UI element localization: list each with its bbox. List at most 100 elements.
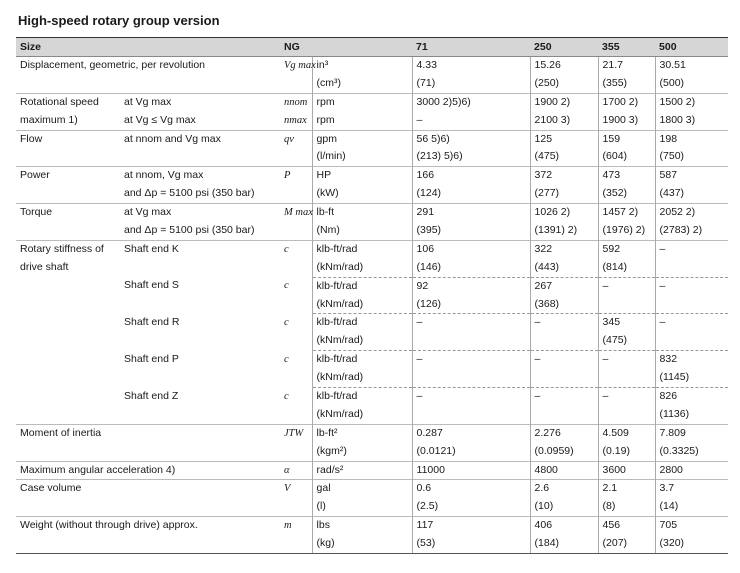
cell-param: Rotational speed [16, 92, 120, 112]
cell-condition [120, 460, 281, 480]
cell-value-355: 592 [597, 239, 656, 259]
cell-value-71: (2.5) [411, 498, 531, 517]
cell-value-250 [529, 369, 599, 388]
cell-value-355: 1900 3) [597, 111, 656, 131]
cell-value-355: (814) [597, 258, 656, 278]
cell-unit: (kg) [311, 535, 413, 555]
col-355: 355 [598, 37, 656, 57]
cell-value-71 [411, 332, 531, 351]
cell-value-250: 2100 3) [529, 111, 599, 131]
cell-symbol [280, 259, 312, 277]
table-title: High-speed rotary group version [18, 13, 220, 28]
table-row: (l/min) (213) 5)6) (475) (604) (750) [16, 148, 729, 167]
col-size: Size [16, 37, 281, 57]
table-row: (kNm/rad) (1145) [16, 369, 729, 388]
cell-value-500: – [654, 239, 729, 259]
cell-value-355: 21.7 [597, 55, 656, 75]
cell-value-355 [597, 295, 656, 314]
cell-value-500: (14) [654, 498, 729, 517]
cell-unit: lb-ft² [311, 423, 413, 443]
table-row: (kNm/rad) (126) (368) [16, 295, 729, 314]
cell-value-500 [654, 332, 729, 351]
cell-param [16, 498, 120, 516]
cell-value-355 [597, 369, 656, 388]
cell-symbol [280, 148, 312, 166]
cell-symbol [280, 185, 312, 203]
cell-value-500: 3.7 [654, 479, 729, 499]
cell-condition [120, 55, 281, 75]
cell-condition [120, 535, 281, 555]
cell-condition [120, 148, 280, 166]
table-row: and Δp = 5100 psi (350 bar) (kW) (124) (277… [16, 185, 729, 204]
cell-param: Displacement, geometric, per revolution [16, 55, 205, 75]
col-500: 500 [655, 37, 729, 57]
cell-value-250: 267 [529, 276, 599, 296]
cell-value-500 [654, 258, 729, 278]
cell-value-500: 705 [654, 516, 729, 536]
cell-value-250: – [529, 350, 599, 370]
table-row: (cm³) (71) (250) (355) (500) [16, 74, 729, 94]
cell-condition: Shaft end Z [124, 389, 179, 402]
cell-condition: Shaft end S [124, 279, 179, 292]
cell-value-71: 106 [411, 239, 531, 259]
header-row: Size NG 71 250 355 500 [16, 37, 729, 57]
cell-condition: at Vg max [120, 203, 281, 223]
cell-param [16, 148, 120, 166]
cell-param: Maximum angular acceleration 4) [16, 460, 175, 480]
cell-param [16, 388, 120, 406]
cell-unit: lb-ft [311, 203, 413, 223]
cell-param [16, 535, 120, 555]
table-row: maximum 1) at Vg ≤ Vg max nmax rpm –2100 3) 1… [16, 111, 729, 131]
cell-unit: rpm [311, 111, 413, 131]
cell-symbol [280, 332, 312, 350]
cell-symbol: α [280, 460, 313, 480]
cell-value-355: 345 [597, 313, 656, 333]
table-row: Rotational speed at Vg max nnom rpm 3000 2)5… [16, 92, 729, 112]
cell-value-71: (53) [411, 535, 531, 555]
cell-param [16, 369, 120, 387]
cell-value-250: (475) [529, 148, 599, 167]
cell-value-355: 1700 2) [597, 92, 656, 112]
cell-unit: (kNm/rad) [311, 332, 413, 351]
cell-unit: (l/min) [311, 148, 413, 167]
cell-param [16, 222, 120, 240]
cell-condition: at Vg max [120, 92, 281, 112]
cell-value-250 [529, 332, 599, 351]
cell-value-250: (184) [529, 535, 599, 555]
cell-param: Torque [16, 203, 120, 223]
cell-condition [120, 498, 280, 516]
cell-param [16, 406, 120, 424]
cell-value-500: (1145) [654, 369, 729, 388]
table-row: Flow at nnom and Vg max qv gpm 56 5)6) 125 159… [16, 129, 729, 149]
table-row: drive shaft (kNm/rad) (146) (443) (814) [16, 258, 729, 278]
cell-value-500: (437) [654, 185, 729, 204]
cell-unit: rpm [311, 92, 413, 112]
cell-unit: (kNm/rad) [311, 258, 413, 278]
cell-condition [120, 406, 280, 424]
table-row: Power at nnom, Vg max P HP 166 372 473 587 [16, 166, 729, 186]
cell-param: Rotary stiffness of [16, 239, 120, 259]
cell-param [16, 75, 120, 93]
cell-value-500: 587 [654, 166, 729, 186]
cell-value-250: (1391) 2) [529, 222, 599, 241]
cell-value-355: (207) [597, 535, 656, 555]
table-row: Maximum angular acceleration 4) α rad/s² 11… [16, 460, 729, 480]
cell-unit: HP [311, 166, 413, 186]
cell-value-500: (2783) 2) [654, 222, 729, 241]
table-row: Weight (without through drive) approx. m l… [16, 516, 729, 536]
cell-param: Moment of inertia [16, 423, 120, 443]
cell-value-250: 406 [529, 516, 599, 536]
cell-condition: and Δp = 5100 psi (350 bar) [124, 187, 255, 200]
cell-value-71: 56 5)6) [411, 129, 531, 149]
cell-param: Flow [16, 129, 120, 149]
cell-value-250 [529, 405, 599, 425]
table-row: (l) (2.5) (10) (8) (14) [16, 498, 729, 517]
table-row: (kgm²) (0.0121) (0.0959) (0.19) (0.3325) [16, 442, 729, 462]
cell-value-500: (500) [654, 74, 729, 94]
cell-value-71: (146) [411, 258, 531, 278]
cell-condition: and Δp = 5100 psi (350 bar) [124, 224, 255, 237]
